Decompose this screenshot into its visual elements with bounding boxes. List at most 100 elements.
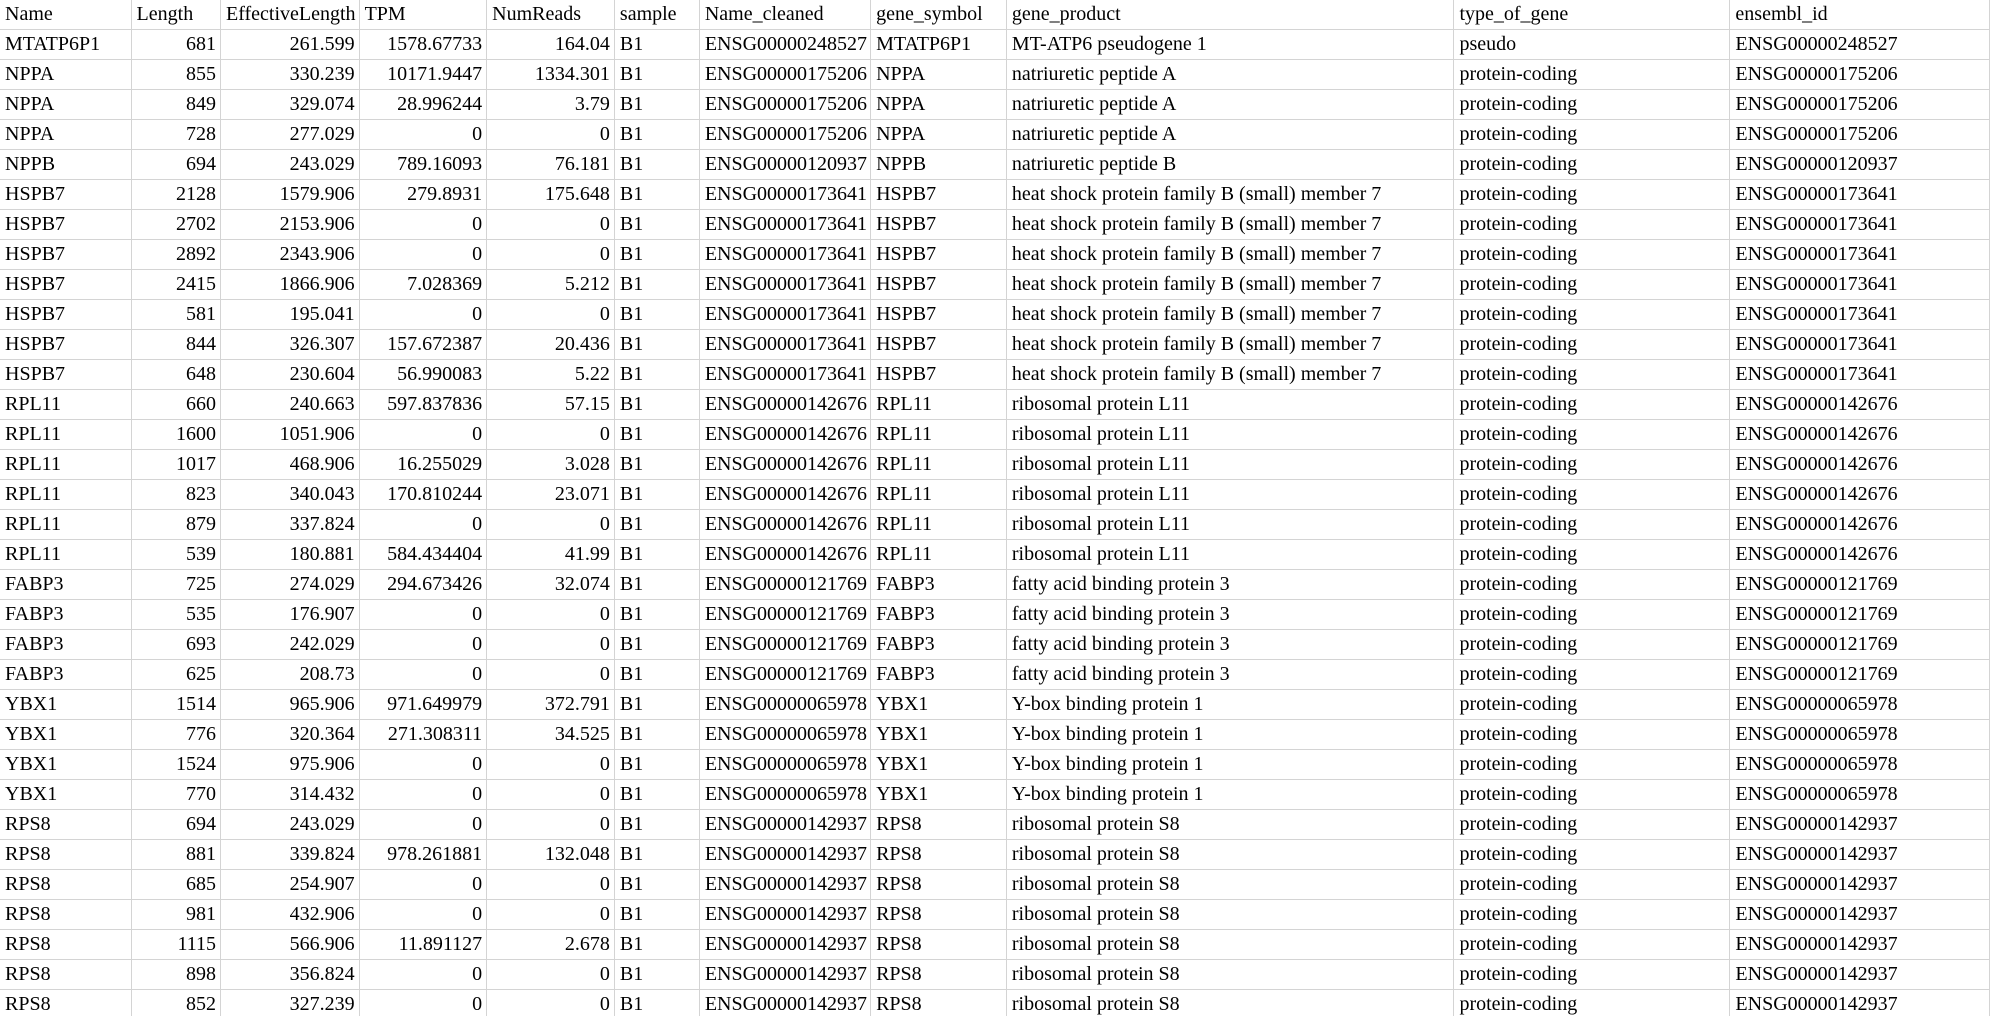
cell[interactable]: RPL11: [870, 509, 1007, 540]
cell[interactable]: 339.824: [220, 839, 360, 870]
cell[interactable]: 770: [131, 779, 221, 810]
cell[interactable]: B1: [614, 419, 700, 450]
cell[interactable]: B1: [614, 569, 700, 600]
cell[interactable]: HSPB7: [0, 209, 132, 240]
cell[interactable]: ENSG00000173641: [699, 209, 872, 240]
cell[interactable]: 208.73: [220, 659, 360, 690]
cell[interactable]: 0: [359, 869, 488, 900]
cell[interactable]: protein-coding: [1453, 959, 1731, 990]
cell[interactable]: fatty acid binding protein 3: [1006, 599, 1455, 630]
cell[interactable]: YBX1: [870, 719, 1007, 750]
cell[interactable]: ENSG00000175206: [1729, 119, 1990, 150]
cell[interactable]: RPL11: [870, 419, 1007, 450]
cell[interactable]: 2892: [131, 239, 221, 270]
cell[interactable]: 0: [359, 959, 488, 990]
cell[interactable]: 693: [131, 629, 221, 660]
cell[interactable]: 0: [486, 419, 615, 450]
cell[interactable]: ENSG00000142676: [1729, 419, 1990, 450]
cell[interactable]: 10171.9447: [359, 59, 488, 90]
header-cell[interactable]: Length: [131, 0, 221, 30]
cell[interactable]: 11.891127: [359, 929, 488, 960]
cell[interactable]: 625: [131, 659, 221, 690]
cell[interactable]: heat shock protein family B (small) memb…: [1006, 299, 1455, 330]
cell[interactable]: protein-coding: [1453, 749, 1731, 780]
cell[interactable]: B1: [614, 629, 700, 660]
cell[interactable]: ENSG00000175206: [1729, 59, 1990, 90]
cell[interactable]: ENSG00000142676: [699, 419, 872, 450]
cell[interactable]: 0: [359, 299, 488, 330]
cell[interactable]: RPS8: [0, 959, 132, 990]
cell[interactable]: NPPA: [0, 119, 132, 150]
cell[interactable]: protein-coding: [1453, 179, 1731, 210]
cell[interactable]: 0: [486, 989, 615, 1016]
cell[interactable]: 566.906: [220, 929, 360, 960]
cell[interactable]: ENSG00000065978: [699, 779, 872, 810]
cell[interactable]: ENSG00000065978: [699, 689, 872, 720]
cell[interactable]: heat shock protein family B (small) memb…: [1006, 179, 1455, 210]
cell[interactable]: ENSG00000173641: [1729, 269, 1990, 300]
cell[interactable]: Y-box binding protein 1: [1006, 719, 1455, 750]
cell[interactable]: HSPB7: [0, 239, 132, 270]
cell[interactable]: NPPB: [0, 149, 132, 180]
cell[interactable]: 971.649979: [359, 689, 488, 720]
cell[interactable]: FABP3: [0, 599, 132, 630]
cell[interactable]: NPPA: [0, 59, 132, 90]
cell[interactable]: 243.029: [220, 809, 360, 840]
cell[interactable]: protein-coding: [1453, 779, 1731, 810]
cell[interactable]: protein-coding: [1453, 809, 1731, 840]
cell[interactable]: 1115: [131, 929, 221, 960]
cell[interactable]: FABP3: [0, 659, 132, 690]
cell[interactable]: NPPA: [870, 59, 1007, 90]
cell[interactable]: 1017: [131, 449, 221, 480]
cell[interactable]: FABP3: [870, 659, 1007, 690]
cell[interactable]: ENSG00000173641: [699, 329, 872, 360]
cell[interactable]: ENSG00000175206: [699, 59, 872, 90]
cell[interactable]: 1514: [131, 689, 221, 720]
cell[interactable]: 0: [486, 119, 615, 150]
cell[interactable]: ribosomal protein L11: [1006, 449, 1455, 480]
cell[interactable]: 20.436: [486, 329, 615, 360]
cell[interactable]: YBX1: [870, 779, 1007, 810]
cell[interactable]: 230.604: [220, 359, 360, 390]
cell[interactable]: B1: [614, 869, 700, 900]
cell[interactable]: 56.990083: [359, 359, 488, 390]
cell[interactable]: 0: [486, 509, 615, 540]
cell[interactable]: 0: [486, 899, 615, 930]
cell[interactable]: MTATP6P1: [870, 29, 1007, 60]
cell[interactable]: ENSG00000173641: [1729, 179, 1990, 210]
cell[interactable]: RPS8: [870, 809, 1007, 840]
cell[interactable]: B1: [614, 119, 700, 150]
cell[interactable]: HSPB7: [0, 299, 132, 330]
cell[interactable]: protein-coding: [1453, 989, 1731, 1016]
cell[interactable]: 0: [359, 509, 488, 540]
cell[interactable]: ENSG00000120937: [1729, 149, 1990, 180]
cell[interactable]: 432.906: [220, 899, 360, 930]
cell[interactable]: 170.810244: [359, 479, 488, 510]
cell[interactable]: ENSG00000121769: [1729, 659, 1990, 690]
cell[interactable]: B1: [614, 929, 700, 960]
cell[interactable]: ENSG00000142676: [1729, 539, 1990, 570]
cell[interactable]: 195.041: [220, 299, 360, 330]
cell[interactable]: 0: [359, 779, 488, 810]
cell[interactable]: ENSG00000142676: [699, 449, 872, 480]
header-cell[interactable]: TPM: [359, 0, 488, 30]
cell[interactable]: RPS8: [0, 929, 132, 960]
cell[interactable]: ENSG00000142937: [1729, 809, 1990, 840]
cell[interactable]: RPL11: [870, 479, 1007, 510]
cell[interactable]: HSPB7: [0, 179, 132, 210]
cell[interactable]: 728: [131, 119, 221, 150]
cell[interactable]: 0: [359, 899, 488, 930]
cell[interactable]: 0: [486, 629, 615, 660]
cell[interactable]: fatty acid binding protein 3: [1006, 629, 1455, 660]
cell[interactable]: 2.678: [486, 929, 615, 960]
cell[interactable]: 164.04: [486, 29, 615, 60]
cell[interactable]: 0: [486, 239, 615, 270]
cell[interactable]: 314.432: [220, 779, 360, 810]
cell[interactable]: NPPA: [870, 89, 1007, 120]
cell[interactable]: B1: [614, 779, 700, 810]
cell[interactable]: heat shock protein family B (small) memb…: [1006, 329, 1455, 360]
cell[interactable]: 823: [131, 479, 221, 510]
cell[interactable]: B1: [614, 449, 700, 480]
cell[interactable]: ENSG00000121769: [699, 629, 872, 660]
